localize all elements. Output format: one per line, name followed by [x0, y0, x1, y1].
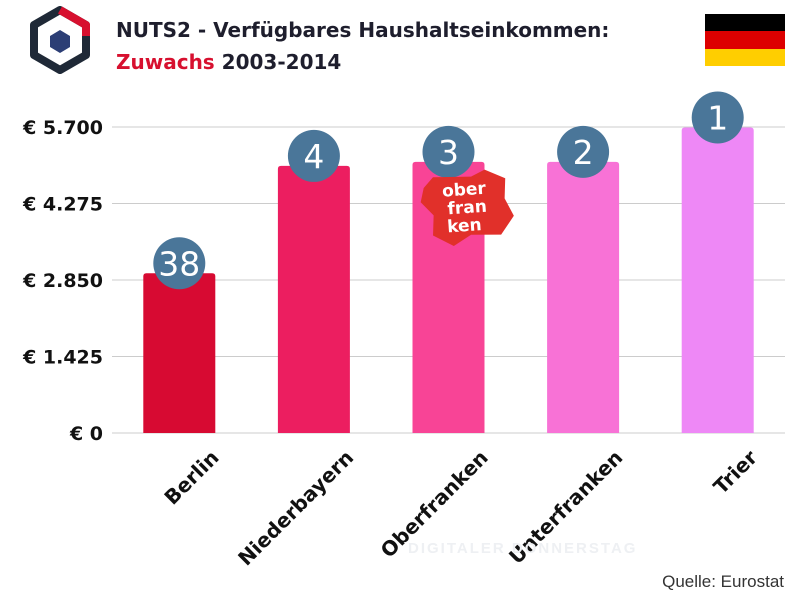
rank-badge: [287, 129, 340, 182]
title-accent: Zuwachs: [116, 50, 215, 74]
rank-badge-label: 4: [303, 137, 324, 176]
watermark: DIGITALER DONNERSTAG: [408, 540, 638, 557]
y-axis-labels: € 0 € 1.425 € 2.850 € 4.275 € 5.700: [22, 117, 103, 445]
bar-trier: [681, 127, 754, 434]
bar-niederbayern: [277, 165, 350, 433]
rank-badges: 38 4 3 2 1: [153, 91, 744, 290]
oberfranken-logo-text-3: ken: [447, 215, 483, 237]
y-tick-label: € 5.700: [22, 117, 103, 139]
rank-badge: [691, 91, 744, 144]
rank-badge: [557, 125, 610, 178]
source-label: Quelle: Eurostat: [662, 572, 784, 591]
rank-badge: [153, 237, 206, 290]
chart-title: NUTS2 - Verfügbares Haushaltseinkommen: …: [116, 14, 609, 78]
y-tick-label: € 4.275: [22, 194, 103, 216]
x-tick-label: Trier: [709, 445, 763, 499]
x-tick-label: Niederbayern: [233, 445, 358, 570]
flag-stripe-gold: [705, 48, 785, 66]
title-line-1: NUTS2 - Verfügbares Haushaltseinkommen:: [116, 18, 610, 42]
bars: [143, 127, 754, 434]
bar-berlin: [143, 273, 216, 433]
y-tick-label: € 2.850: [22, 270, 103, 292]
germany-flag-icon: [705, 14, 785, 66]
y-tick-label: € 1.425: [22, 347, 103, 369]
rank-badge: [422, 125, 475, 178]
bar-unterfranken: [547, 161, 620, 434]
rank-badge-label: 1: [707, 99, 728, 138]
oberfranken-logo-text-2: fran: [447, 197, 488, 220]
title-line-2: Zuwachs 2003-2014: [116, 46, 609, 78]
rank-badge-label: 2: [573, 133, 594, 172]
title-years: 2003-2014: [214, 50, 342, 74]
oberfranken-logo-text-1: ober: [441, 179, 487, 202]
rank-badge-label: 3: [438, 133, 459, 172]
flag-stripe-black: [705, 14, 785, 32]
y-tick-label: € 0: [69, 423, 103, 445]
rank-badge-label: 38: [158, 244, 200, 283]
x-tick-label: Berlin: [160, 445, 224, 509]
flag-stripe-red: [705, 31, 785, 49]
hexagon-cube-logo-icon: [30, 6, 90, 74]
oberfranken-logo: ober fran ken: [420, 169, 514, 247]
